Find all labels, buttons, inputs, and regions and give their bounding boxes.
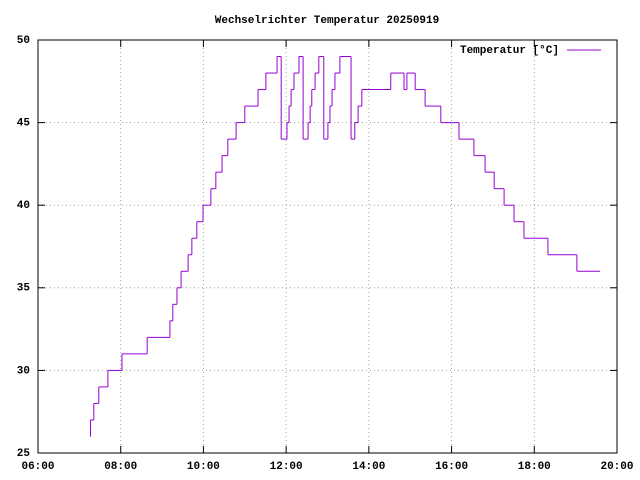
y-tick-label: 35 [17,283,31,295]
x-tick-label: 20:00 [600,461,633,473]
y-tick-label: 50 [17,35,30,47]
y-tick-label: 25 [17,448,31,460]
y-tick-label: 40 [17,200,30,212]
y-tick-label: 30 [17,365,30,377]
x-tick-label: 12:00 [270,461,303,473]
chart-title: Wechselrichter Temperatur 20250919 [215,15,439,27]
plot-border [37,39,618,454]
x-tick-label: 14:00 [352,461,385,473]
x-tick-label: 06:00 [21,461,54,473]
legend-label: Temperatur [°C] [460,45,559,57]
x-tick-label: 16:00 [435,461,468,473]
x-tick-label: 18:00 [518,461,551,473]
y-tick-label: 45 [17,118,31,130]
x-tick-label: 10:00 [187,461,220,473]
x-tick-label: 08:00 [104,461,137,473]
